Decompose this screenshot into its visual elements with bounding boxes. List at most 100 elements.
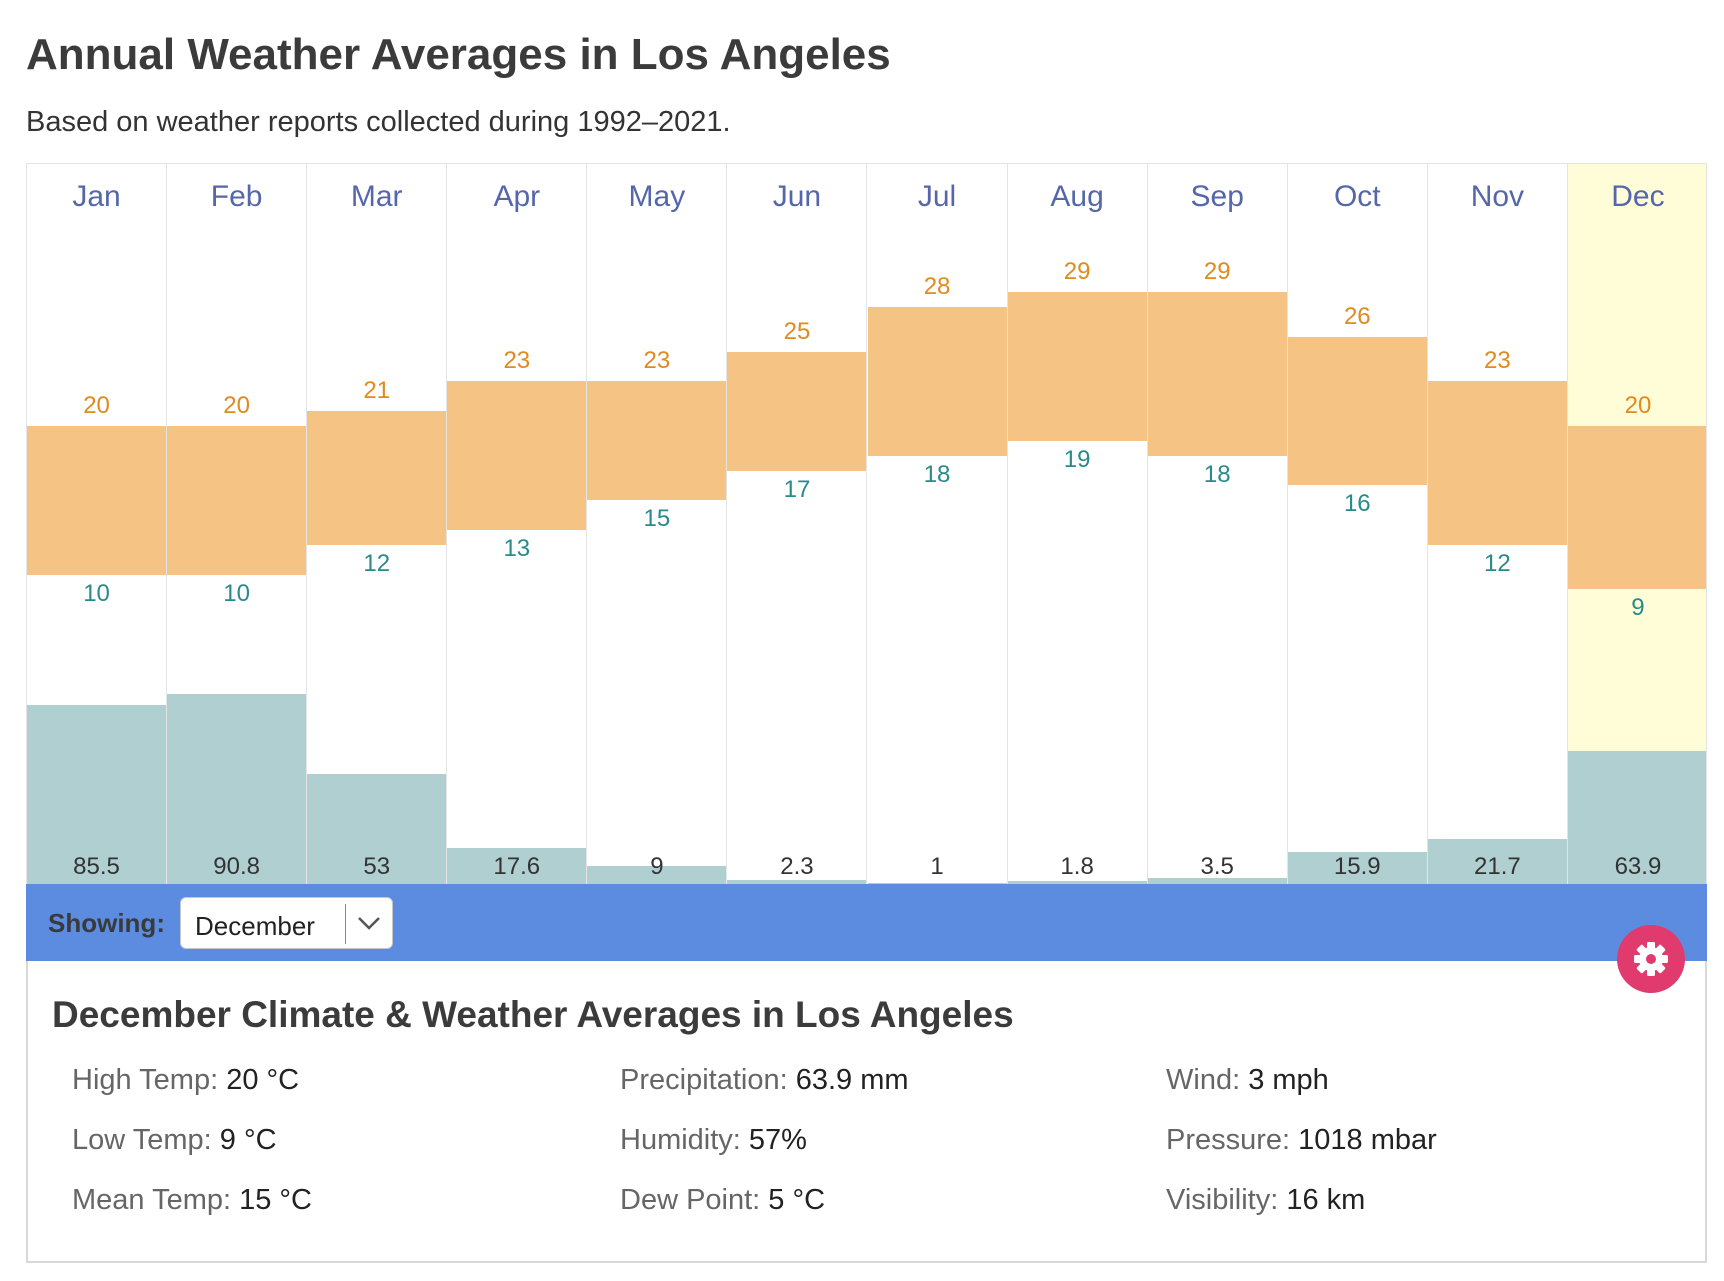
month-label: Sep xyxy=(1190,180,1244,213)
stat-value: 9 °C xyxy=(219,1124,277,1156)
high-temp-label: 29 xyxy=(1203,258,1231,286)
month-select[interactable]: December xyxy=(180,897,393,949)
precipitation-bar xyxy=(27,705,167,884)
temp-range-bar xyxy=(1567,426,1706,590)
month-column-may[interactable]: May 23 15 9 xyxy=(587,164,728,884)
precipitation-bar xyxy=(1567,750,1706,884)
stat-value: 3 mph xyxy=(1248,1064,1329,1096)
stat-visibility: Visibility: 16 km xyxy=(1166,1184,1365,1217)
month-label: Mar xyxy=(350,180,403,213)
low-temp-label: 18 xyxy=(923,460,951,488)
temp-range-bar xyxy=(587,381,727,501)
precipitation-label: 9 xyxy=(650,853,664,880)
low-temp-label: 19 xyxy=(1063,445,1091,473)
low-temp-label: 9 xyxy=(1631,594,1645,622)
temp-range-bar xyxy=(1147,292,1287,456)
precipitation-bar xyxy=(1287,851,1427,884)
month-select-value: December xyxy=(195,911,315,941)
temp-range-bar xyxy=(167,426,307,575)
precipitation-label: 85.5 xyxy=(73,853,120,880)
stat-value: 5 °C xyxy=(768,1184,826,1216)
high-temp-label: 23 xyxy=(643,347,671,375)
precipitation-bar xyxy=(727,880,867,884)
stat-label: Precipitation: xyxy=(620,1064,788,1096)
month-label: Apr xyxy=(493,180,541,213)
page-title: Annual Weather Averages in Los Angeles xyxy=(26,30,891,79)
stat-value: 20 °C xyxy=(226,1064,300,1096)
low-temp-label: 12 xyxy=(1484,549,1511,577)
temp-range-bar xyxy=(27,426,167,575)
precipitation-bar xyxy=(587,866,727,884)
high-temp-label: 25 xyxy=(783,317,811,345)
stat-label: Visibility: xyxy=(1166,1184,1279,1216)
high-temp-label: 26 xyxy=(1343,302,1371,330)
month-column-sep[interactable]: Sep 29 18 3.5 xyxy=(1147,164,1288,884)
temp-range-bar xyxy=(727,351,867,471)
month-label: Jun xyxy=(772,180,822,213)
high-temp-label: 29 xyxy=(1063,258,1091,286)
month-label: Feb xyxy=(210,180,263,213)
stat-label: Humidity: xyxy=(620,1124,741,1156)
month-label: Jul xyxy=(917,180,957,213)
month-label: Nov xyxy=(1470,180,1525,213)
precipitation-label: 17.6 xyxy=(493,853,541,880)
showing-label: Showing: xyxy=(48,908,165,938)
annual-weather-chart: Jan 20 10 85.5 Feb 20 10 90.8 Mar 21 12 53 Apr 23 13 17… xyxy=(26,163,1707,884)
stat-label: Pressure: xyxy=(1166,1124,1291,1156)
precipitation-label: 2.3 xyxy=(780,853,814,880)
stat-humidity: Humidity: 57% xyxy=(620,1124,807,1157)
month-column-mar[interactable]: Mar 21 12 53 xyxy=(307,164,448,884)
temp-range-bar xyxy=(1287,336,1427,486)
settings-button[interactable] xyxy=(1617,925,1685,993)
precipitation-label: 63.9 xyxy=(1614,853,1662,880)
stat-value: 15 °C xyxy=(239,1184,312,1216)
chevron-down-icon[interactable] xyxy=(354,908,384,938)
stat-label: Mean Temp: xyxy=(72,1184,232,1216)
low-temp-label: 15 xyxy=(643,505,671,533)
temp-range-bar xyxy=(1427,381,1567,545)
precipitation-label: 21.7 xyxy=(1474,853,1521,880)
temp-range-bar xyxy=(447,381,587,530)
temp-range-bar xyxy=(1007,292,1147,441)
page-subtitle: Based on weather reports collected durin… xyxy=(26,106,731,138)
low-temp-label: 17 xyxy=(783,475,811,503)
details-title: December Climate & Weather Averages in L… xyxy=(52,994,1014,1035)
high-temp-label: 21 xyxy=(363,377,391,405)
low-temp-label: 10 xyxy=(223,579,250,607)
month-column-feb[interactable]: Feb 20 10 90.8 xyxy=(167,164,308,884)
low-temp-label: 18 xyxy=(1203,460,1231,488)
month-label: Aug xyxy=(1050,180,1104,213)
precipitation-label: 1 xyxy=(930,853,944,880)
month-column-apr[interactable]: Apr 23 13 17.6 xyxy=(447,164,588,884)
month-column-nov[interactable]: Nov 23 12 21.7 xyxy=(1427,164,1568,884)
stat-label: Dew Point: xyxy=(620,1184,761,1216)
high-temp-label: 28 xyxy=(923,273,951,301)
stat-low-temp: Low Temp: 9 °C xyxy=(72,1124,277,1157)
precipitation-bar xyxy=(1007,881,1147,884)
temp-range-bar xyxy=(867,307,1007,456)
temp-range-bar xyxy=(307,411,447,545)
high-temp-label: 23 xyxy=(1484,347,1511,375)
stat-precipitation: Precipitation: 63.9 mm xyxy=(620,1064,909,1097)
stat-value: 63.9 mm xyxy=(795,1064,909,1096)
stat-label: High Temp: xyxy=(72,1064,219,1096)
month-label: Dec xyxy=(1611,180,1665,213)
precipitation-bar xyxy=(1147,877,1287,884)
month-label: Oct xyxy=(1333,180,1381,213)
month-column-oct[interactable]: Oct 26 16 15.9 xyxy=(1287,164,1428,884)
high-temp-label: 20 xyxy=(83,392,110,419)
precipitation-bar xyxy=(867,882,1007,884)
precipitation-bar xyxy=(307,773,447,884)
month-column-aug[interactable]: Aug 29 19 1.8 xyxy=(1007,164,1148,884)
month-column-dec[interactable]: Dec 20 9 63.9 xyxy=(1567,164,1706,884)
stat-label: Wind: xyxy=(1166,1064,1241,1096)
month-column-jul[interactable]: Jul 28 18 1 xyxy=(867,164,1008,884)
stat-mean-temp: Mean Temp: 15 °C xyxy=(72,1184,312,1217)
stat-high-temp: High Temp: 20 °C xyxy=(72,1064,299,1097)
month-column-jan[interactable]: Jan 20 10 85.5 xyxy=(27,164,168,884)
month-details-panel: December Climate & Weather Averages in L… xyxy=(26,961,1707,1263)
precipitation-label: 15.9 xyxy=(1333,853,1381,880)
precipitation-bar xyxy=(1427,839,1567,884)
month-column-jun[interactable]: Jun 25 17 2.3 xyxy=(727,164,868,884)
high-temp-label: 20 xyxy=(223,392,250,419)
